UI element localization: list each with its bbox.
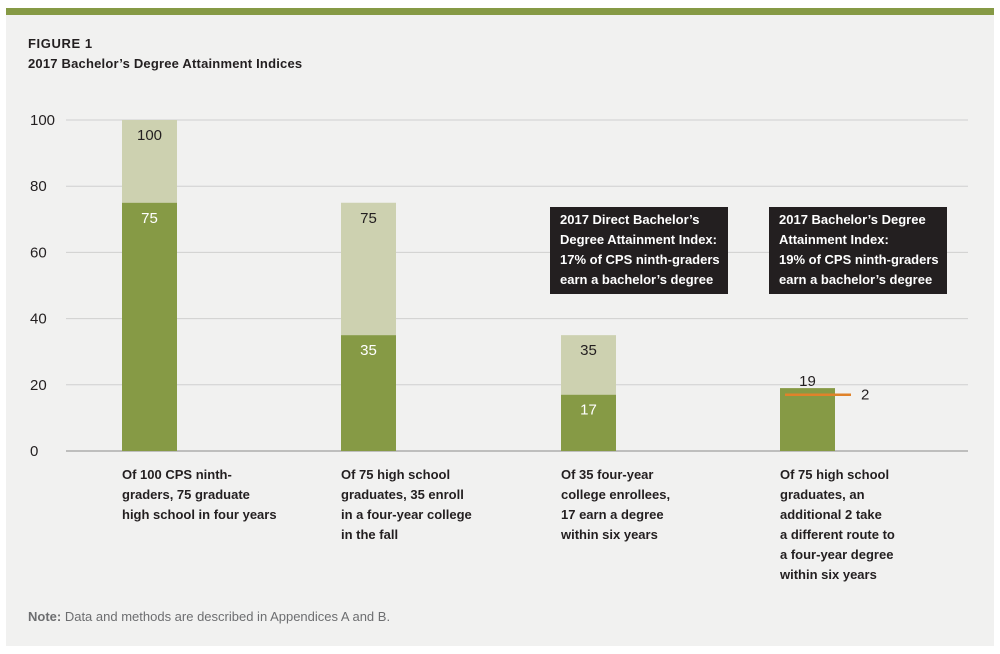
bar-3-total-label: 35 bbox=[580, 342, 597, 359]
direct-index-callout: 2017 Direct Bachelor’s Degree Attainment … bbox=[550, 207, 728, 294]
top-rule bbox=[6, 8, 994, 15]
bar-4-part-segment bbox=[780, 388, 835, 451]
category-label-3: Of 35 four-year college enrollees, 17 earn… bbox=[561, 465, 761, 545]
bar-3-part-label: 17 bbox=[580, 402, 597, 419]
category-label-2: Of 75 high school graduates, 35 enroll in … bbox=[341, 465, 541, 545]
bar-1-part-segment bbox=[122, 202, 177, 451]
bar-1-total-segment bbox=[122, 120, 177, 203]
y-tick-label-60: 60 bbox=[30, 244, 47, 261]
category-label-1-line: high school in four years bbox=[122, 507, 277, 522]
bar-4-total-label: 19 bbox=[799, 373, 816, 390]
note: Note: Data and methods are described in … bbox=[28, 609, 390, 624]
bar-3-part-segment bbox=[561, 394, 616, 451]
callout-line: 2017 Direct Bachelor’s bbox=[560, 212, 700, 227]
category-label-4-line: graduates, an bbox=[780, 487, 865, 502]
y-tick-label-0: 0 bbox=[30, 443, 38, 460]
callout-line: 19% of CPS ninth-graders bbox=[779, 252, 939, 267]
category-label-4-line: a four-year degree bbox=[780, 547, 894, 562]
category-label-1: Of 100 CPS ninth-graders, 75 graduate hig… bbox=[122, 465, 322, 525]
category-label-4-line: additional 2 take bbox=[780, 507, 882, 522]
bar-1-part-label: 75 bbox=[141, 210, 158, 227]
callout-line: earn a bachelor’s degree bbox=[779, 272, 933, 287]
category-label-2-line: in a four-year college bbox=[341, 507, 472, 522]
callout-line: earn a bachelor’s degree bbox=[560, 272, 714, 287]
category-label-4-line: Of 75 high school bbox=[780, 467, 890, 482]
category-label-3-line: within six years bbox=[561, 527, 658, 542]
figure-label: FIGURE 1 bbox=[28, 36, 93, 51]
category-label-3-line: Of 35 four-year bbox=[561, 467, 654, 482]
category-label-1-line: graders, 75 graduate bbox=[122, 487, 250, 502]
callout-line: Attainment Index: bbox=[779, 232, 889, 247]
bar-2-total-label: 75 bbox=[360, 210, 377, 227]
callout-line: 2017 Bachelor’s Degree bbox=[779, 212, 926, 227]
bar-2-part-segment bbox=[341, 335, 396, 451]
category-label-2-line: in the fall bbox=[341, 527, 399, 542]
category-label-4: Of 75 high school graduates, an additional… bbox=[780, 465, 980, 585]
callout-line: 17% of CPS ninth-graders bbox=[560, 252, 720, 267]
category-label-1-line: Of 100 CPS ninth- bbox=[122, 467, 232, 482]
category-label-3-line: 17 earn a degree bbox=[561, 507, 664, 522]
y-tick-label-100: 100 bbox=[30, 112, 55, 129]
note-text: Data and methods are described in Append… bbox=[61, 609, 391, 624]
bar-1-total-label: 100 bbox=[137, 127, 162, 144]
category-label-2-line: graduates, 35 enroll bbox=[341, 487, 464, 502]
y-tick-label-40: 40 bbox=[30, 311, 47, 328]
bar-3-total-segment bbox=[561, 335, 616, 395]
category-label-3-line: college enrollees, bbox=[561, 487, 671, 502]
note-prefix: Note: bbox=[28, 609, 62, 624]
bar-2-total-segment bbox=[341, 202, 396, 336]
category-label-4-line: within six years bbox=[780, 567, 877, 582]
overall-index-callout: 2017 Bachelor’s Degree Attainment Index: 1… bbox=[769, 207, 947, 294]
bar-2-part-label: 35 bbox=[360, 342, 377, 359]
chart-title: 2017 Bachelor’s Degree Attainment Indice… bbox=[28, 56, 303, 71]
bar-4-marker-label: 2 bbox=[861, 387, 869, 404]
category-label-4-line: a different route to bbox=[780, 527, 895, 542]
y-tick-label-20: 20 bbox=[30, 377, 47, 394]
callout-line: Degree Attainment Index: bbox=[560, 232, 717, 247]
y-tick-label-80: 80 bbox=[30, 178, 47, 195]
category-label-2-line: Of 75 high school bbox=[341, 467, 451, 482]
figure-panel: FIGURE 1 2017 Bachelor’s Degree Attainme… bbox=[6, 8, 994, 646]
